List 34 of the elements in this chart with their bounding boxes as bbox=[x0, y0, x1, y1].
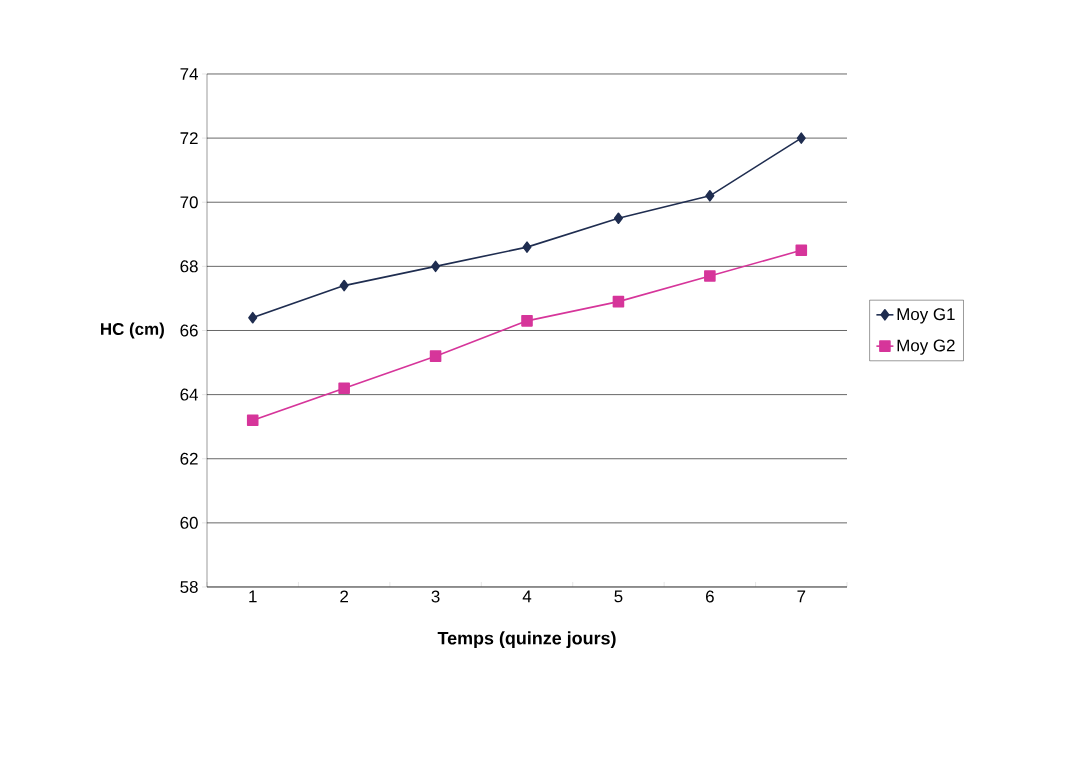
point bbox=[429, 350, 442, 362]
point bbox=[338, 382, 350, 394]
point bbox=[339, 279, 349, 292]
y-tick-label: 58 bbox=[180, 580, 198, 593]
legend-label: Moy G1 bbox=[897, 308, 955, 324]
y-tick-label: 60 bbox=[180, 516, 198, 529]
x-tick-label: 6 bbox=[706, 590, 714, 603]
x-tick-label: 2 bbox=[340, 590, 348, 603]
point bbox=[246, 414, 259, 427]
point bbox=[521, 315, 533, 327]
y-tick-label: 74 bbox=[180, 68, 198, 80]
legend-label: Moy G2 bbox=[897, 339, 955, 355]
x-tick-label: 4 bbox=[522, 590, 532, 603]
y-tick-label: 64 bbox=[180, 388, 198, 401]
point bbox=[613, 212, 623, 225]
y-tick-label: 66 bbox=[180, 324, 198, 337]
y-tick-label: 68 bbox=[180, 260, 198, 273]
point bbox=[705, 190, 715, 202]
y-tick-label: 70 bbox=[180, 196, 198, 209]
x-tick-label: 5 bbox=[614, 590, 623, 603]
y-axis-title: HC (cm) bbox=[101, 322, 164, 339]
y-tick-label: 72 bbox=[180, 132, 198, 145]
x-tick-label: 7 bbox=[797, 590, 806, 603]
point bbox=[248, 311, 258, 324]
point bbox=[612, 295, 625, 308]
x-tick-label: 3 bbox=[431, 590, 440, 603]
x-axis-title: Temps (quinze jours) bbox=[437, 631, 616, 649]
point bbox=[522, 241, 532, 253]
point bbox=[795, 244, 808, 257]
point bbox=[796, 132, 806, 144]
point bbox=[704, 270, 716, 282]
y-tick-label: 62 bbox=[180, 452, 198, 465]
x-tick-label: 1 bbox=[249, 590, 257, 603]
point bbox=[431, 260, 441, 273]
